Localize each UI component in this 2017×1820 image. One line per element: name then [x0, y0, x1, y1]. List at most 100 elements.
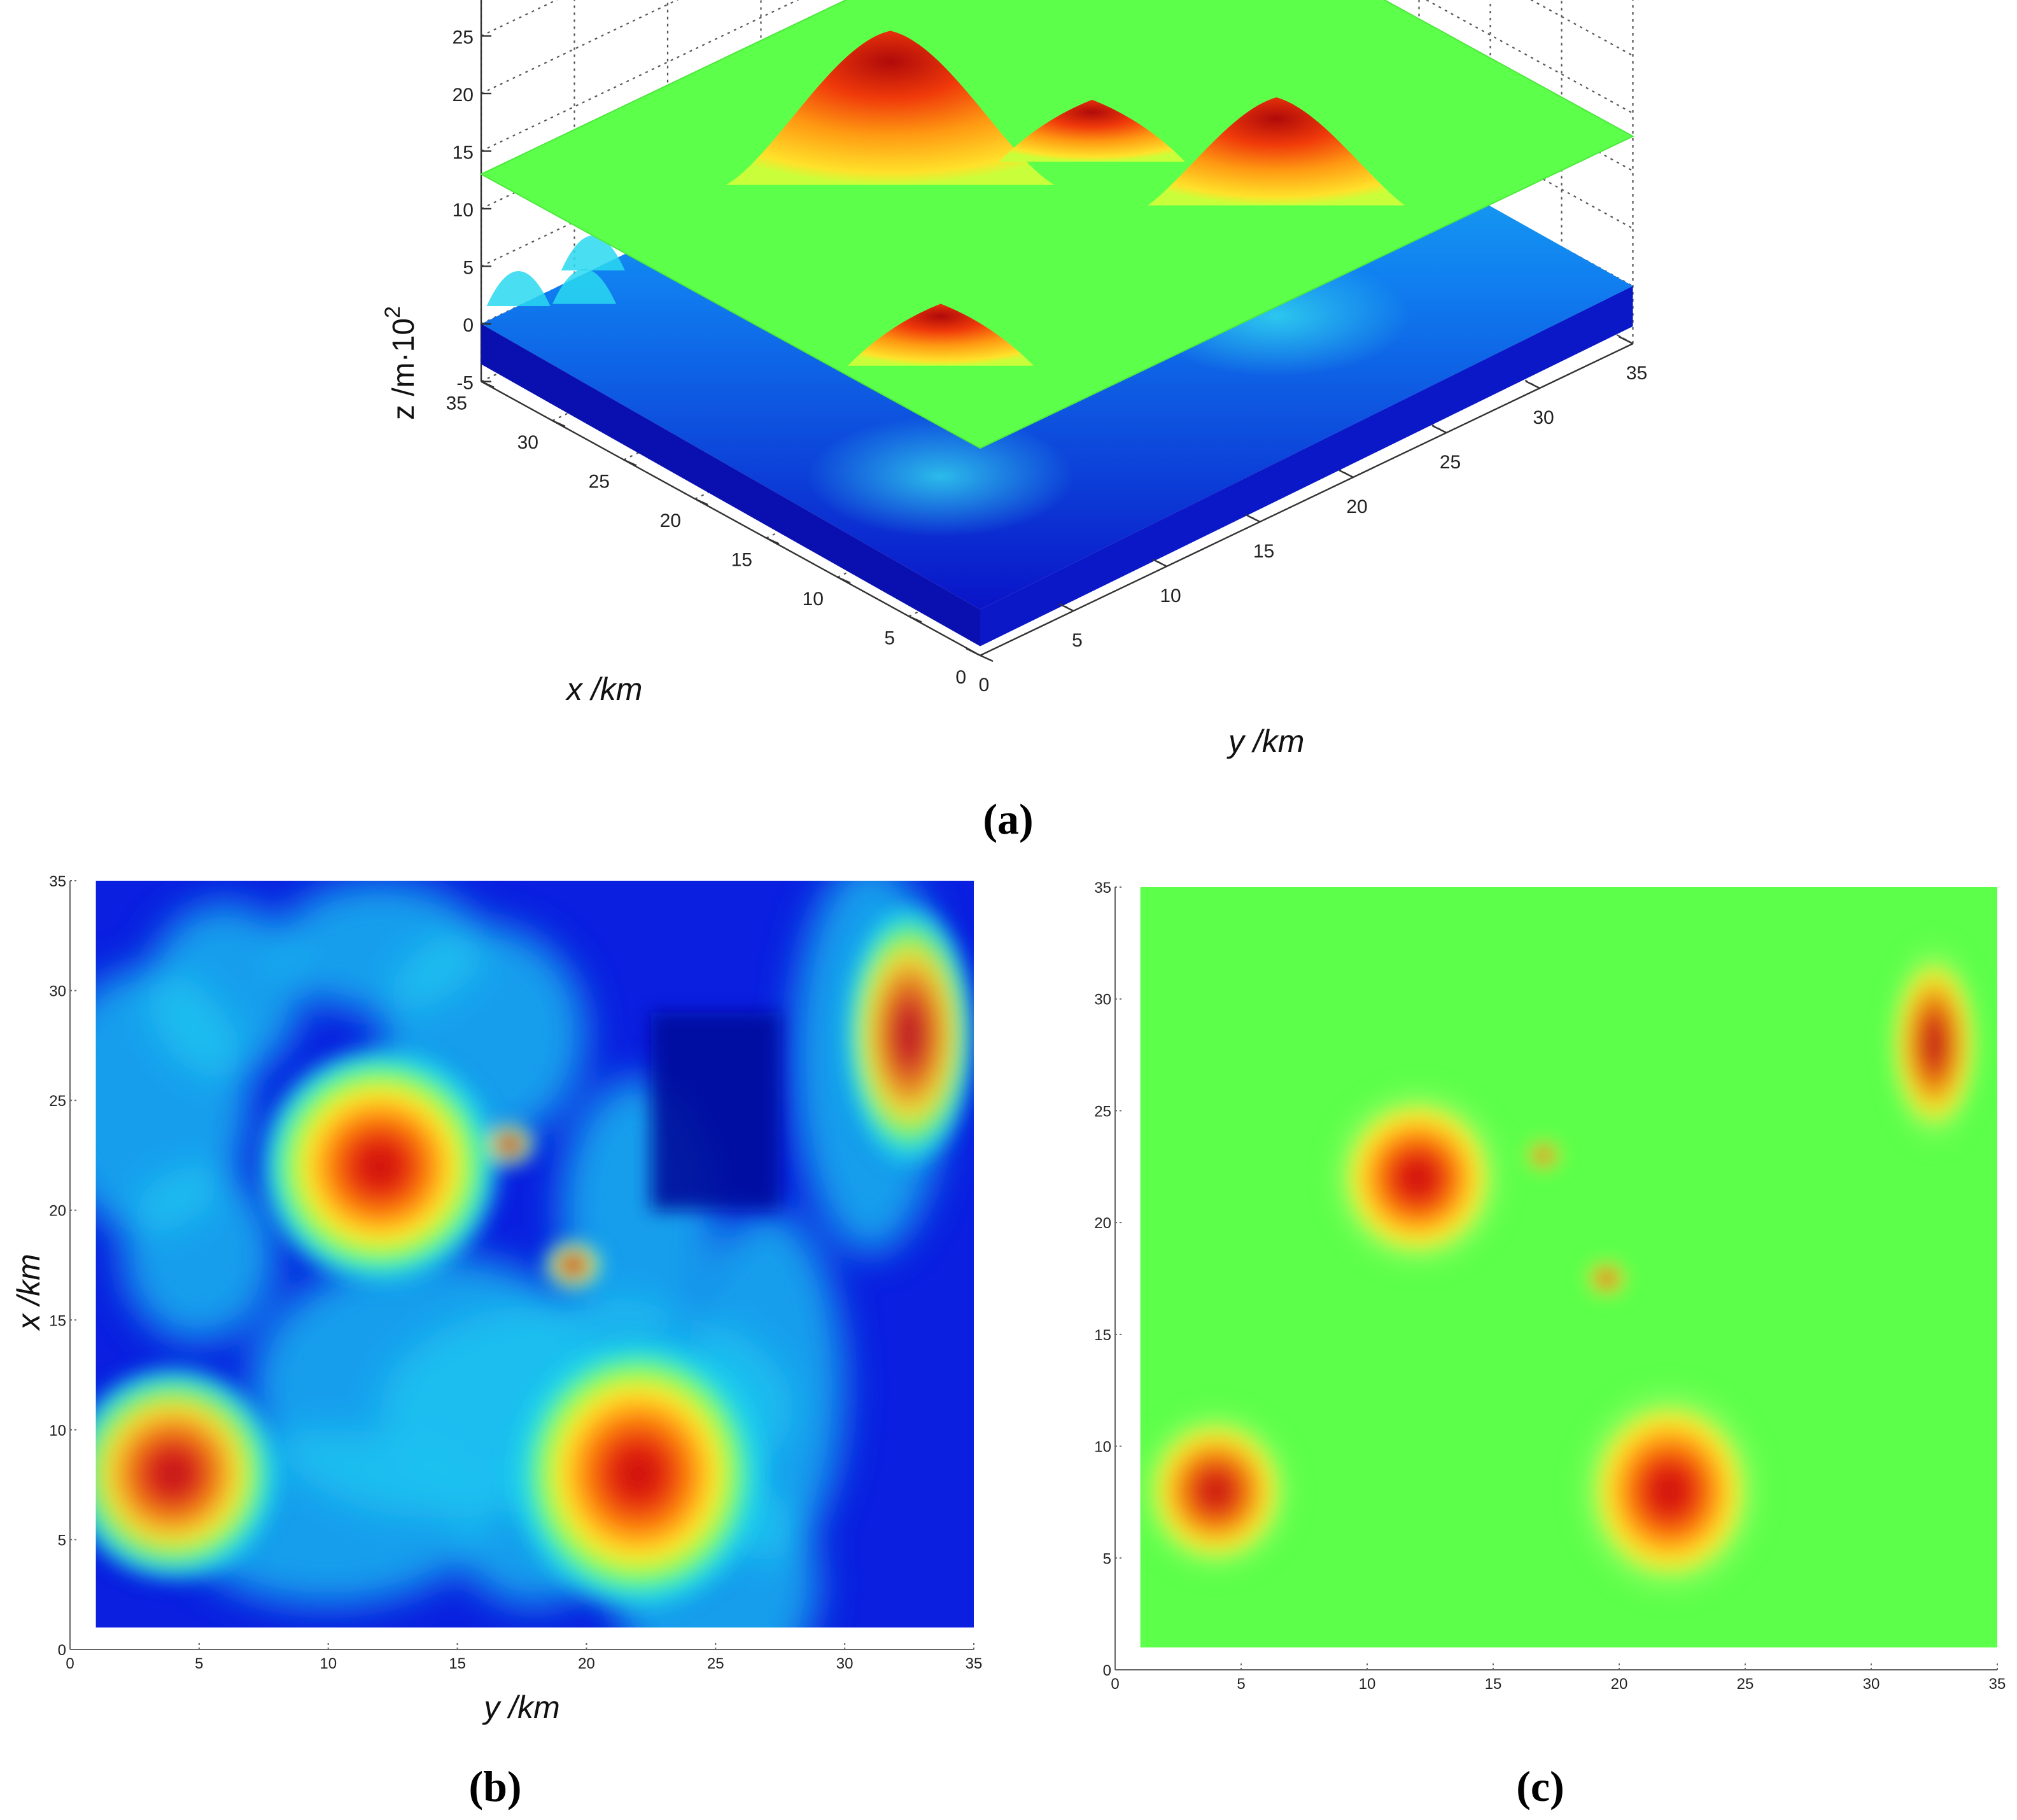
y-tick-label: 20: [49, 1203, 66, 1220]
y-tick: [1618, 335, 1634, 345]
x-tick-label: 25: [589, 472, 610, 493]
y-tick-label: 15: [49, 1312, 66, 1329]
surface-peak: [999, 99, 1185, 162]
x-tick-label: 20: [578, 1655, 595, 1672]
x-tick: [837, 576, 851, 584]
heatmap-hotspot: [542, 1238, 605, 1292]
x-tick-label: 15: [1485, 1676, 1502, 1693]
panel-a-y-label: y /km: [1226, 724, 1304, 759]
heatmap-hotspot: [1522, 1137, 1565, 1175]
y-tick-label: 10: [1094, 1439, 1111, 1456]
y-tick-label: 25: [1094, 1103, 1111, 1120]
z-tick-label: 5: [463, 258, 474, 279]
x-tick: [623, 459, 637, 466]
threshold-plane: [479, 0, 1634, 449]
terrain-ridge: [552, 269, 616, 304]
y-tick-label: 15: [1094, 1327, 1111, 1344]
panel-c-caption: (c): [1516, 1762, 1564, 1810]
x-tick-label: 0: [66, 1655, 74, 1672]
panel-b-heatmap-field: [95, 881, 974, 1628]
x-tick-label: 5: [195, 1655, 203, 1672]
y-tick-label: 5: [1103, 1550, 1111, 1567]
y-tick: [1245, 514, 1261, 523]
terrain-highland: [807, 416, 1074, 537]
x-tick-label: 0: [955, 667, 966, 688]
y-axis-line: [980, 342, 1634, 657]
y-tick: [966, 647, 981, 657]
panel-a-x-label: x /km: [565, 671, 642, 707]
panel-c-heatmap: 0 5 10 15 20 25 30 35 0 5 10 15 20 25 30 35 (c): [1094, 879, 2006, 1810]
y-tick-label: 15: [1253, 541, 1274, 562]
panel-b-caption: (b): [468, 1762, 521, 1810]
x-tick-label: 30: [836, 1655, 854, 1672]
panel-b-y-label: x /km: [11, 1254, 46, 1331]
z-tick-label: 20: [453, 85, 474, 106]
heatmap-hotspot: [1569, 1378, 1771, 1604]
panel-a-peaks: [726, 31, 1405, 366]
x-tick-label: 25: [1737, 1676, 1754, 1693]
y-tick-label: 10: [49, 1422, 66, 1439]
panel-a-3d-surface: -505101520253005101520253035051015202530…: [381, 0, 1647, 843]
y-tick: [1058, 603, 1074, 612]
panel-a-caption: (a): [983, 795, 1033, 843]
panel-c-axes: 0 5 10 15 20 25 30 35 0 5 10 15 20 25 30 35: [1094, 879, 2006, 1693]
x-tick-label: 15: [731, 550, 752, 571]
x-tick-label: 15: [449, 1655, 466, 1672]
terrain-side-right: [980, 286, 1633, 647]
heatmap-hotspots: [95, 898, 974, 1616]
x-tick: [980, 654, 994, 662]
heatmap-hotspot: [254, 1041, 506, 1291]
x-tick-label: 0: [1111, 1676, 1119, 1693]
x-axis-line: [481, 381, 981, 657]
x-tick: [481, 381, 495, 388]
x-tick-label: 35: [966, 1655, 983, 1672]
z-tick-label: 0: [463, 315, 474, 336]
y-tick-label: 10: [1160, 585, 1181, 606]
x-tick-label: 35: [1989, 1676, 2006, 1693]
y-tick: [1431, 424, 1447, 434]
y-tick: [1525, 380, 1540, 389]
z-tick-label: 10: [453, 200, 474, 221]
y-tick-label: 35: [1094, 879, 1111, 897]
heatmap-hotspot: [1322, 1079, 1513, 1277]
heatmap-hotspot: [505, 1331, 771, 1616]
z-tick-label: 15: [453, 143, 474, 164]
y-tick-label: 0: [1103, 1662, 1111, 1679]
y-tick-label: 20: [1094, 1215, 1111, 1232]
surface-peak: [726, 31, 1055, 185]
x-tick: [694, 498, 708, 506]
y-tick-label: 25: [49, 1093, 66, 1110]
heatmap-hotspot: [840, 898, 974, 1171]
y-tick-label: 5: [1072, 630, 1083, 651]
surface-peak: [848, 304, 1034, 366]
heatmap-hotspot: [95, 1361, 285, 1586]
heatmap-band: [147, 902, 303, 1079]
y-tick-label: 25: [1440, 452, 1461, 473]
y-tick-label: 35: [49, 873, 66, 890]
heatmap-hotspot: [1582, 1257, 1631, 1300]
panel-a-axes: -505101520253005101520253035051015202530…: [446, 27, 1648, 696]
x-tick-label: 10: [1359, 1676, 1376, 1693]
panel-c-heatmap-field: [1140, 887, 1997, 1648]
panel-a-threshold-plane: [479, 0, 1634, 449]
x-tick-label: 5: [1237, 1676, 1245, 1693]
y-tick-label: 30: [1533, 407, 1554, 428]
y-tick-label: 30: [49, 983, 66, 1000]
panel-b-axes: 0 5 10 15 20 25 30 35 0 5 10 15 20 25 30 35: [49, 873, 982, 1672]
panel-b-heatmap: 0 5 10 15 20 25 30 35 0 5 10 15 20 25 30 35 y /km x /km…: [11, 873, 982, 1810]
z-tick-label: -5: [456, 373, 474, 394]
x-tick-label: 25: [707, 1655, 724, 1672]
z-tick-label: 25: [453, 27, 474, 48]
terrain-ridge: [486, 271, 551, 306]
y-tick-label: 0: [58, 1642, 66, 1659]
y-tick: [1152, 558, 1167, 568]
x-tick-label: 35: [446, 393, 467, 414]
heatmap-band: [122, 1166, 277, 1342]
heatmap-hotspot: [1881, 935, 1988, 1152]
x-tick-label: 20: [660, 510, 681, 531]
y-tick: [1339, 469, 1354, 479]
x-tick-label: 30: [1863, 1676, 1880, 1693]
y-tick-label: 0: [979, 675, 990, 696]
terrain-side-left: [481, 324, 980, 647]
